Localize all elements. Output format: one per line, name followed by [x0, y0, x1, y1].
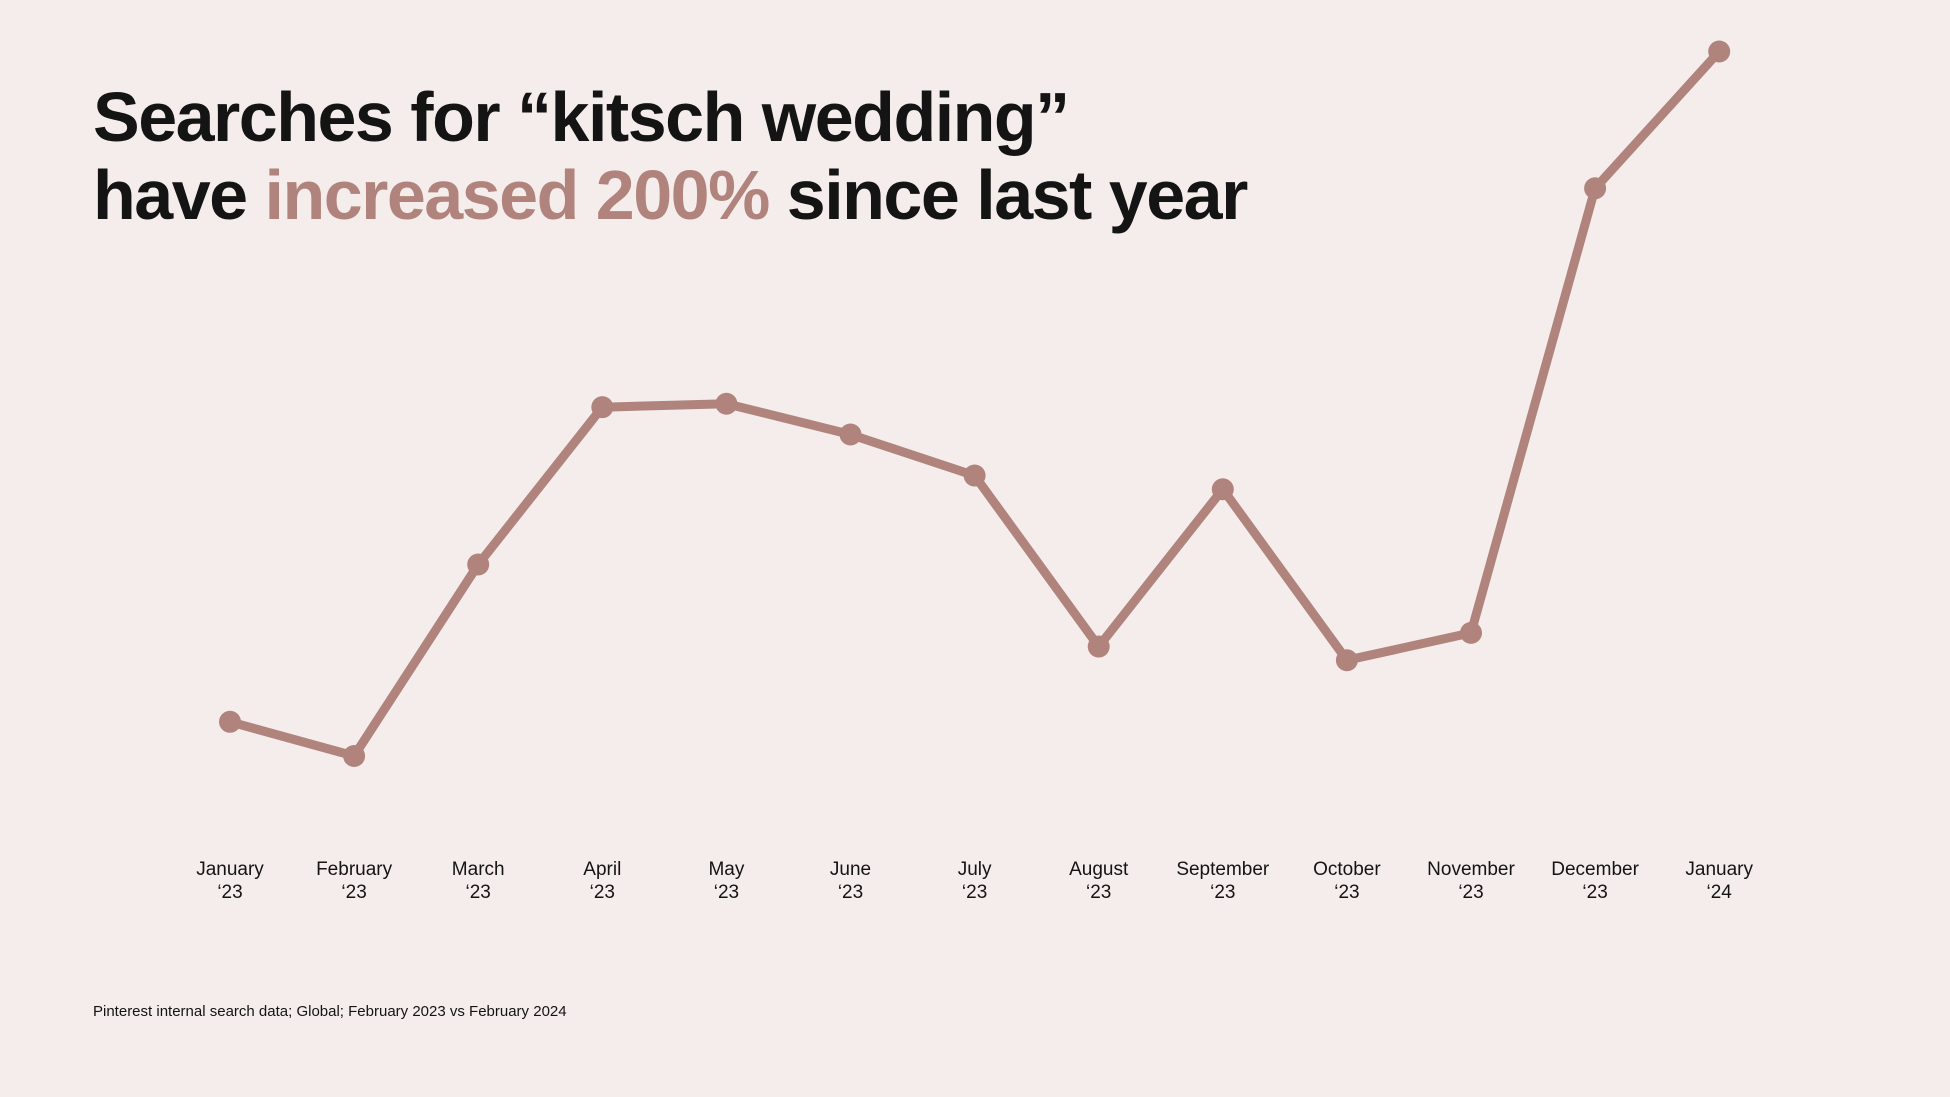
- title-line-1: Searches for “kitsch wedding”: [93, 78, 1070, 156]
- x-tick-label: October ‘23: [1313, 859, 1381, 903]
- x-tick-label: June ‘23: [830, 859, 871, 903]
- data-point: [839, 423, 862, 446]
- x-tick-label: April ‘23: [583, 859, 621, 903]
- x-tick-label: January ‘23: [196, 859, 264, 903]
- data-point: [1460, 621, 1482, 644]
- series-line: [225, 47, 1724, 761]
- data-point: [1087, 635, 1110, 658]
- title-line-2-suffix: since last year: [768, 156, 1249, 234]
- title-line-2-prefix: have: [93, 156, 265, 234]
- data-point: [715, 392, 738, 415]
- chart-title: Searches for “kitsch wedding” have incre…: [93, 78, 1249, 234]
- title-line-2: have increased 200% since last year: [93, 156, 1249, 234]
- x-tick-label: August ‘23: [1069, 859, 1129, 903]
- x-tick-label: November ‘23: [1427, 859, 1515, 903]
- data-point: [467, 553, 490, 576]
- x-tick-label: May ‘23: [708, 859, 744, 903]
- x-tick-label: July ‘23: [958, 859, 992, 903]
- x-tick-label: September ‘23: [1176, 859, 1270, 903]
- x-axis-labels: January ‘23 February ‘23 March ‘23 April ‘23 May…: [196, 859, 1753, 903]
- title-highlight: increased 200%: [264, 156, 771, 234]
- data-point: [1335, 649, 1358, 672]
- x-tick-label: February ‘23: [316, 859, 393, 903]
- x-tick-label: January ‘24: [1685, 859, 1753, 903]
- data-point: [343, 745, 366, 767]
- x-tick-label: March ‘23: [452, 859, 505, 903]
- data-point: [963, 464, 986, 487]
- series-group: [219, 40, 1731, 767]
- x-tick-label: December ‘23: [1551, 859, 1639, 903]
- data-point: [1211, 478, 1234, 501]
- data-point: [1708, 40, 1731, 63]
- source-footnote: Pinterest internal search data; Global; …: [93, 1003, 567, 1020]
- data-point: [219, 710, 241, 733]
- data-point: [1584, 177, 1607, 200]
- data-point: [591, 396, 614, 419]
